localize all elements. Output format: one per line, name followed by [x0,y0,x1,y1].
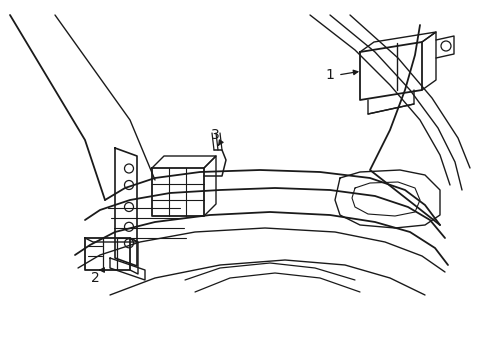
Text: 2: 2 [90,271,99,285]
Text: 1: 1 [325,68,334,82]
Text: 3: 3 [210,128,219,142]
